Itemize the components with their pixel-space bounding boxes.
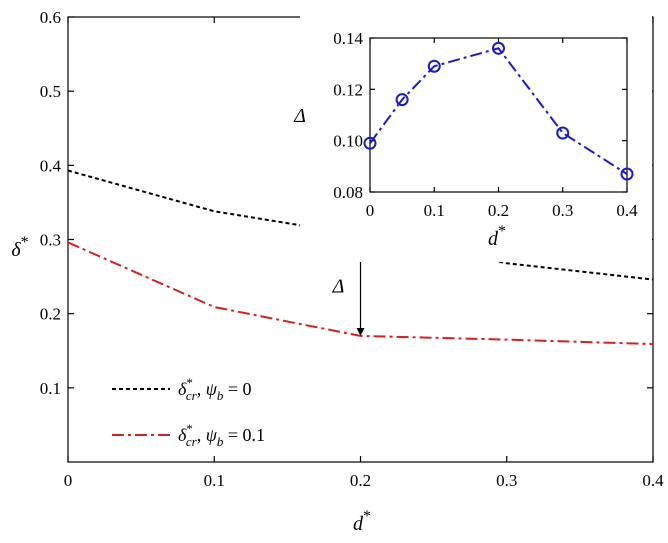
x-tick-label: 0.4: [616, 201, 638, 220]
inset-background: [300, 4, 652, 262]
inset-y-axis-title: Δ: [293, 105, 306, 127]
data-point-marker: [620, 167, 634, 181]
legend-label-series-2: δ* cr, ψb = 0.1: [178, 421, 265, 449]
main-x-axis-title: d*: [353, 508, 371, 535]
data-point-marker: [427, 59, 441, 73]
x-tick-label: 0.1: [424, 201, 445, 220]
data-point-marker: [395, 93, 409, 107]
y-tick-label: 0.6: [40, 8, 61, 27]
y-tick-label: 0.2: [40, 305, 61, 324]
inset-x-axis-title: d*: [488, 223, 506, 250]
x-tick-label: 0: [366, 201, 375, 220]
delta-label: Δ: [332, 275, 345, 297]
legend-label-series-1: δ* cr, ψb = 0: [178, 375, 252, 403]
data-point-marker: [556, 126, 570, 140]
y-tick-label: 0.08: [333, 183, 363, 202]
y-tick-label: 0.5: [40, 82, 61, 101]
series-line-1: [67, 169, 654, 281]
data-point-marker: [363, 136, 377, 150]
inset-series: [363, 41, 634, 181]
main-legend: δ* cr, ψb = 0 δ* cr, ψb = 0.1: [112, 375, 265, 449]
y-tick-label: 0.10: [333, 132, 363, 151]
data-point-marker: [492, 41, 505, 55]
main-ticks: 0 0.1 0.2 0.3 0.4 0.1 0.2 0.3 0.4 0.5 0.6: [40, 8, 664, 490]
x-tick-label: 0.1: [204, 471, 225, 490]
x-tick-label: 0.3: [552, 201, 573, 220]
x-tick-label: 0.2: [350, 471, 371, 490]
x-tick-label: 0.3: [496, 471, 517, 490]
series-line-2: [67, 241, 654, 346]
x-tick-label: 0.2: [488, 201, 509, 220]
x-tick-label: 0.4: [642, 471, 664, 490]
y-tick-label: 0.4: [40, 156, 62, 175]
y-tick-label: 0.3: [40, 231, 61, 250]
main-series: [67, 169, 654, 346]
y-tick-label: 0.14: [333, 29, 363, 48]
y-tick-label: 0.1: [40, 379, 61, 398]
x-tick-label: 0: [64, 471, 73, 490]
series-line-1: [369, 47, 628, 175]
main-y-axis-title: δ*: [11, 234, 28, 261]
inset-ticks: 0 0.1 0.2 0.3 0.4 0.08 0.10 0.12 0.14: [333, 29, 638, 220]
y-tick-label: 0.12: [333, 80, 363, 99]
